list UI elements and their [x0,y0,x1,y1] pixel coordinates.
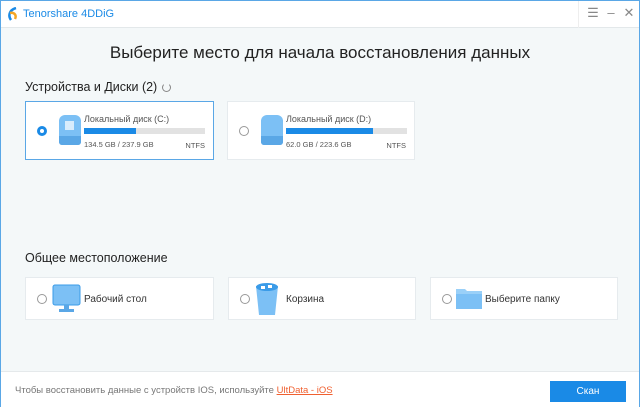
usage-bar [286,128,407,134]
page-title: Выберите место для начала восстановления… [109,43,531,62]
recycle-bin-icon [256,283,278,315]
location-choose-folder[interactable]: Выберите папку [430,277,618,320]
drive-name: Локальный диск (C:) [84,114,170,124]
radio-button[interactable] [240,294,250,304]
drive-size: 134.5 GB / 237.9 GB [84,140,154,149]
menu-icon[interactable]: ☰ [587,5,599,20]
usage-fill [286,128,374,134]
devices-label: Устройства и Диски (2) [25,80,158,94]
ios-hint-text: Чтобы восстановить данные с устройств IO… [15,385,277,396]
location-desktop[interactable]: Рабочий стол [25,277,214,320]
location-name: Выберите папку [485,294,560,305]
windows-drive-icon [59,115,81,145]
app-title: Tenorshare 4DDiG [23,8,115,20]
file-system: NTFS [185,141,205,150]
title-bar: Tenorshare 4DDiG ☰ – ✕ [1,1,639,28]
radio-button[interactable] [239,126,249,136]
file-system: NTFS [386,141,406,150]
usage-bar [84,128,205,134]
ultdata-ios-link[interactable]: UltData - iOS [276,385,333,396]
radio-button[interactable] [442,294,452,304]
usage-fill [84,128,137,134]
radio-button[interactable] [37,294,47,304]
drive-card-c[interactable]: Локальный диск (C:) 134.5 GB / 237.9 GB … [25,101,214,160]
refresh-icon[interactable] [162,83,172,92]
folder-icon [456,289,482,309]
app-logo-icon [8,7,17,21]
close-icon[interactable]: ✕ [623,5,635,20]
divider [578,1,579,28]
drive-name: Локальный диск (D:) [286,114,372,124]
minimize-icon[interactable]: – [607,5,615,20]
radio-button[interactable] [37,126,47,136]
location-name: Корзина [286,294,325,305]
drive-size: 62.0 GB / 223.6 GB [286,140,352,149]
location-recycle-bin[interactable]: Корзина [228,277,416,320]
drive-card-d[interactable]: Локальный диск (D:) 62.0 GB / 223.6 GB N… [227,101,415,160]
footer: Чтобы восстановить данные с устройств IO… [1,371,639,407]
drive-icon [261,115,283,145]
location-name: Рабочий стол [84,294,147,305]
devices-section-label: Устройства и Диски (2) [25,80,172,94]
desktop-icon [52,284,81,312]
common-section-label: Общее местоположение [25,251,168,265]
ios-hint: Чтобы восстановить данные с устройств IO… [15,385,333,396]
scan-button[interactable]: Скан [550,381,626,402]
